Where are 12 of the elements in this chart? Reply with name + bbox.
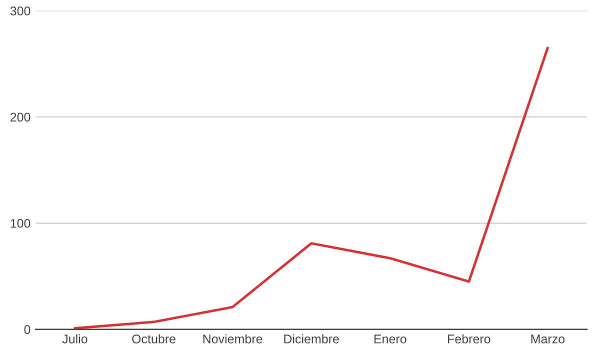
x-tick-label: Octubre xyxy=(132,334,176,344)
y-tick-label: 0 xyxy=(24,325,30,334)
line-series xyxy=(74,46,549,330)
x-tick-label: Enero xyxy=(374,334,406,344)
x-tick-label: Julio xyxy=(62,334,88,344)
y-tick-label: 200 xyxy=(10,112,30,122)
x-tick-label: Marzo xyxy=(531,334,565,344)
y-tick-label: 300 xyxy=(10,6,30,16)
y-tick-label: 100 xyxy=(10,218,30,228)
x-tick-label: Febrero xyxy=(448,334,490,344)
x-tick-label: Noviembre xyxy=(203,334,262,344)
x-tick-label: Diciembre xyxy=(284,334,339,344)
